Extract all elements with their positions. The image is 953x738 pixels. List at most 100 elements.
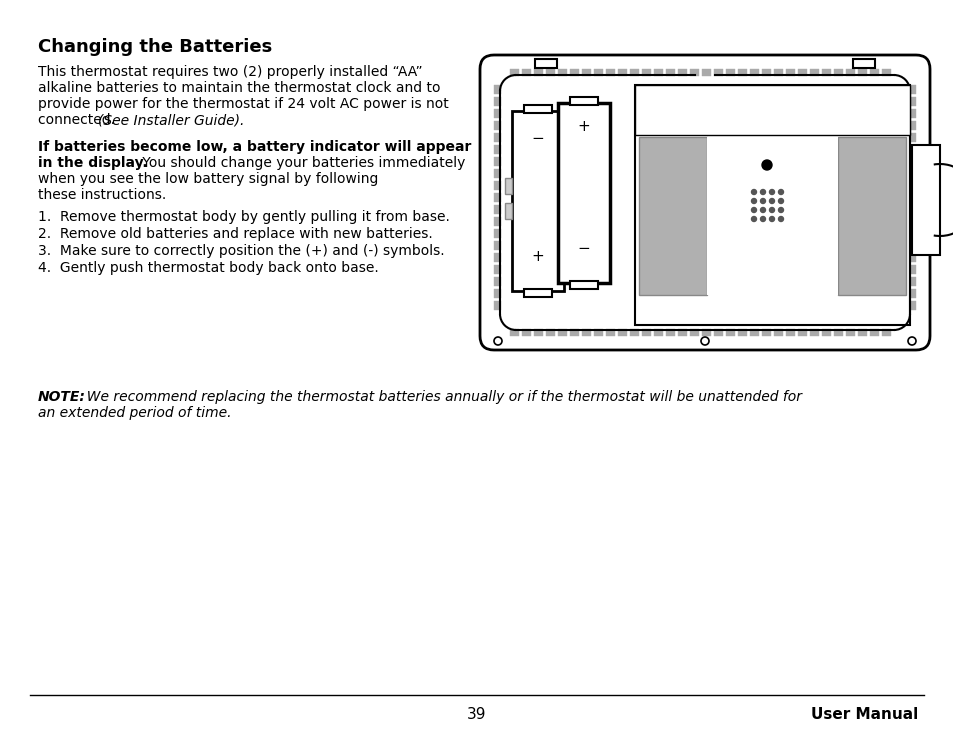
Bar: [569, 97, 598, 105]
Bar: [510, 329, 518, 336]
Bar: [882, 329, 890, 336]
Bar: [908, 301, 915, 310]
Bar: [494, 229, 500, 238]
Bar: [908, 121, 915, 130]
Bar: [845, 69, 854, 76]
Bar: [594, 329, 602, 336]
Bar: [494, 217, 500, 226]
Text: +: +: [577, 119, 590, 134]
Bar: [494, 277, 500, 286]
Bar: [713, 69, 722, 76]
Bar: [521, 69, 531, 76]
Bar: [908, 181, 915, 190]
Bar: [809, 329, 818, 336]
Bar: [713, 329, 722, 336]
Text: −: −: [577, 241, 590, 256]
Bar: [605, 69, 615, 76]
Circle shape: [760, 216, 764, 221]
Bar: [809, 69, 818, 76]
Circle shape: [907, 337, 915, 345]
Bar: [494, 109, 500, 118]
Bar: [558, 69, 566, 76]
Circle shape: [751, 190, 756, 195]
Bar: [701, 69, 710, 76]
Text: 4.  Gently push thermostat body back onto base.: 4. Gently push thermostat body back onto…: [38, 261, 378, 275]
Bar: [494, 85, 500, 94]
Bar: [908, 109, 915, 118]
Bar: [654, 69, 662, 76]
Text: 2.  Remove old batteries and replace with new batteries.: 2. Remove old batteries and replace with…: [38, 227, 433, 241]
Text: We recommend replacing the thermostat batteries annually or if the thermostat wi: We recommend replacing the thermostat ba…: [78, 390, 801, 404]
Bar: [581, 69, 590, 76]
Bar: [869, 329, 878, 336]
Bar: [569, 329, 578, 336]
Bar: [833, 329, 842, 336]
Text: when you see the low battery signal by following: when you see the low battery signal by f…: [38, 172, 378, 186]
Bar: [773, 69, 782, 76]
Bar: [635, 85, 909, 325]
Bar: [504, 178, 512, 194]
Bar: [569, 69, 578, 76]
Text: connected.: connected.: [38, 113, 119, 127]
Text: (See Installer Guide).: (See Installer Guide).: [98, 113, 244, 127]
Bar: [908, 253, 915, 262]
Text: You should change your batteries immediately: You should change your batteries immedia…: [138, 156, 465, 170]
Bar: [534, 329, 542, 336]
Bar: [749, 69, 759, 76]
Bar: [494, 133, 500, 142]
Bar: [908, 145, 915, 154]
Circle shape: [751, 199, 756, 204]
Circle shape: [751, 216, 756, 221]
Bar: [761, 69, 770, 76]
Bar: [665, 329, 675, 336]
Bar: [494, 97, 500, 106]
Circle shape: [769, 216, 774, 221]
Circle shape: [760, 207, 764, 213]
Bar: [908, 133, 915, 142]
Circle shape: [760, 190, 764, 195]
Bar: [725, 69, 734, 76]
Text: NOTE:: NOTE:: [38, 390, 86, 404]
Bar: [749, 329, 759, 336]
Bar: [908, 169, 915, 178]
Bar: [908, 85, 915, 94]
Text: alkaline batteries to maintain the thermostat clock and to: alkaline batteries to maintain the therm…: [38, 81, 440, 95]
Bar: [908, 97, 915, 106]
Bar: [857, 329, 866, 336]
Bar: [678, 329, 686, 336]
Bar: [857, 69, 866, 76]
Circle shape: [761, 160, 771, 170]
Text: these instructions.: these instructions.: [38, 188, 166, 202]
Text: −: −: [531, 131, 544, 146]
Bar: [510, 69, 518, 76]
Bar: [882, 69, 890, 76]
Bar: [908, 265, 915, 274]
Circle shape: [778, 190, 782, 195]
Bar: [494, 157, 500, 166]
Bar: [494, 265, 500, 274]
Text: +: +: [531, 249, 544, 264]
Bar: [678, 69, 686, 76]
Bar: [833, 69, 842, 76]
Text: User Manual: User Manual: [810, 707, 917, 722]
Bar: [569, 281, 598, 289]
Circle shape: [769, 199, 774, 204]
Bar: [504, 203, 512, 219]
Bar: [797, 69, 806, 76]
Bar: [908, 289, 915, 298]
Bar: [594, 69, 602, 76]
Bar: [821, 329, 830, 336]
Text: 3.  Make sure to correctly position the (+) and (-) symbols.: 3. Make sure to correctly position the (…: [38, 244, 444, 258]
Bar: [535, 59, 557, 68]
Circle shape: [769, 207, 774, 213]
Bar: [545, 329, 555, 336]
Circle shape: [778, 207, 782, 213]
Bar: [635, 85, 909, 135]
Circle shape: [751, 207, 756, 213]
Bar: [494, 121, 500, 130]
Bar: [908, 157, 915, 166]
Bar: [494, 241, 500, 250]
Bar: [523, 105, 552, 113]
Bar: [761, 329, 770, 336]
Bar: [852, 59, 874, 68]
